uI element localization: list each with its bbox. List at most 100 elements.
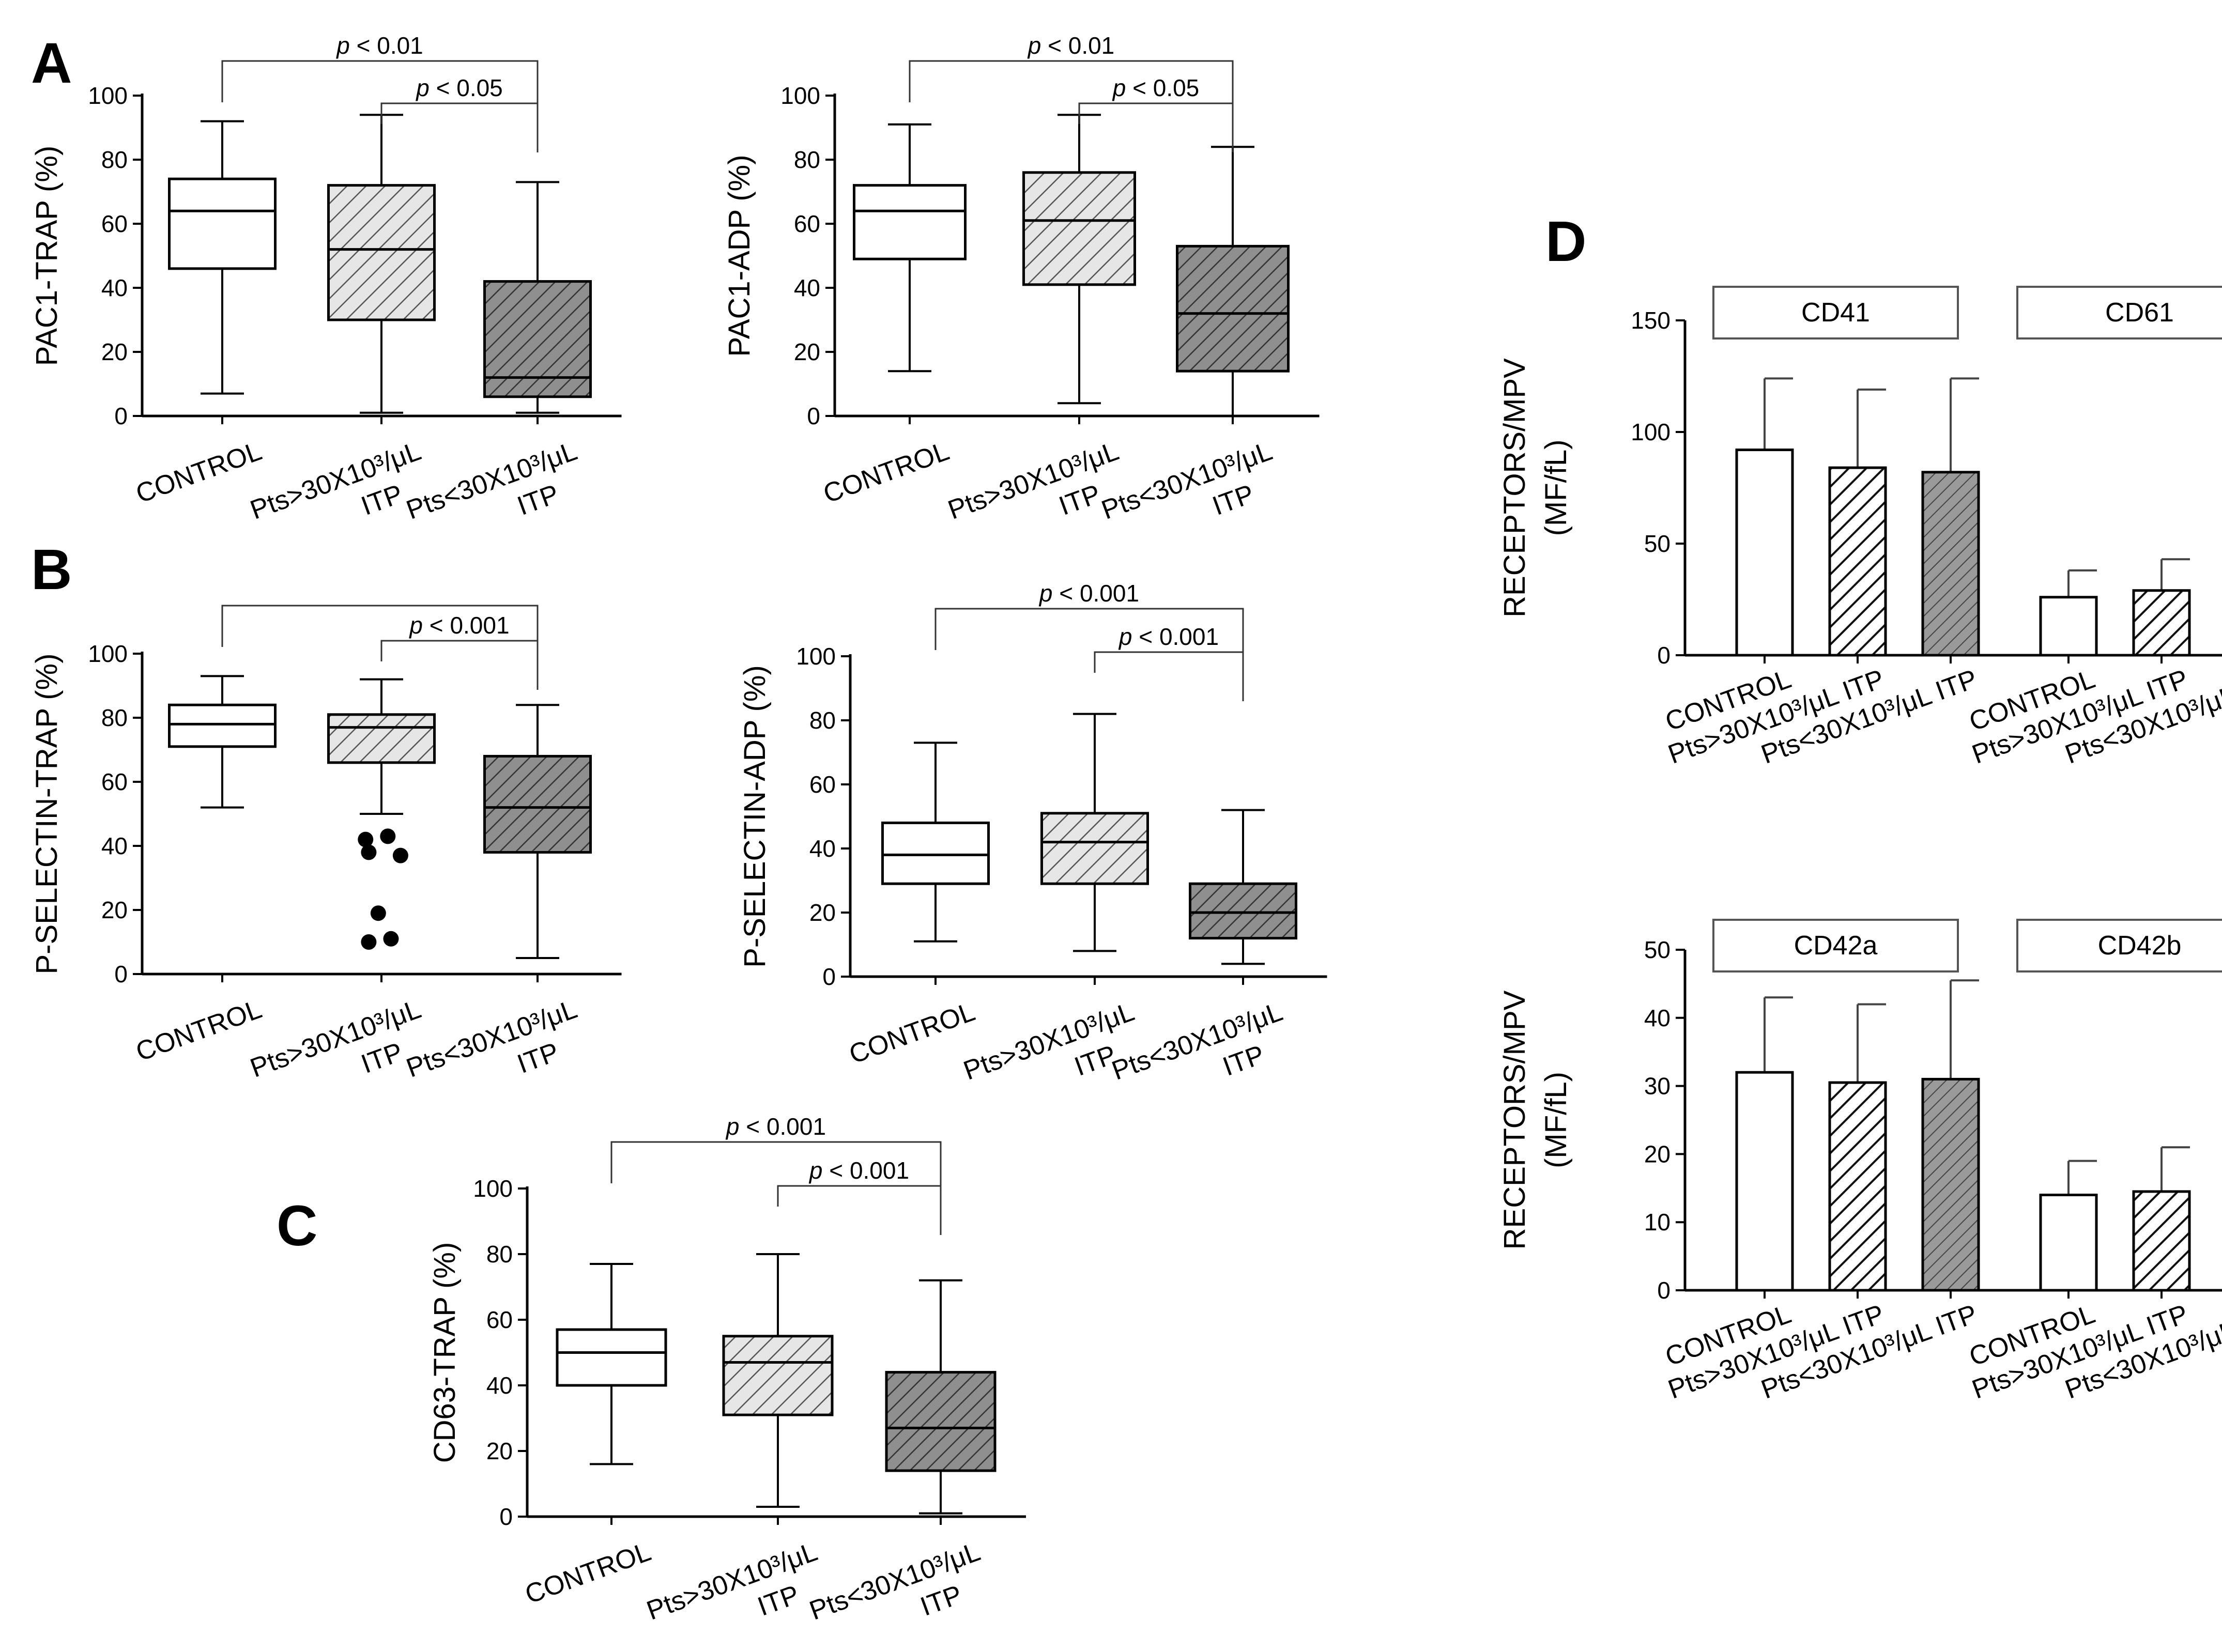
category-label: Pts<30X10³/μL bbox=[1108, 997, 1286, 1086]
box-iqr bbox=[327, 184, 436, 321]
y-tick-label: 20 bbox=[809, 899, 836, 926]
significance-bracket bbox=[909, 60, 1234, 138]
y-tick-label: 60 bbox=[809, 771, 836, 798]
y-tick-label: 100 bbox=[88, 82, 128, 109]
panel-label: D bbox=[1545, 210, 1586, 273]
box-iqr bbox=[722, 1335, 834, 1416]
category-label: Pts>30X10³/μL bbox=[247, 436, 425, 526]
p-value: < 0.05 bbox=[1126, 74, 1199, 101]
box-iqr bbox=[1176, 244, 1290, 373]
significance-bracket bbox=[380, 640, 539, 690]
category-label: CONTROL bbox=[132, 436, 266, 509]
category-label: Pts>30X10³/μL bbox=[247, 994, 425, 1084]
y-axis-label: P-SELECTIN-TRAP (%) bbox=[30, 654, 64, 975]
box-iqr bbox=[327, 713, 436, 764]
y-tick-label: 0 bbox=[114, 961, 128, 987]
box-iqr bbox=[1040, 812, 1149, 885]
y-tick-label: 40 bbox=[794, 274, 820, 301]
category-label: CONTROL bbox=[845, 997, 979, 1070]
y-tick-label: 0 bbox=[114, 403, 128, 429]
significance-label: p < 0.001 bbox=[725, 1113, 826, 1140]
y-axis-label: CD63-TRAP (%) bbox=[428, 1242, 462, 1463]
significance-label: p < 0.001 bbox=[408, 612, 509, 639]
y-tick-label: 100 bbox=[796, 643, 836, 670]
y-tick-label: 100 bbox=[1631, 419, 1671, 445]
group-label: CD42a bbox=[1794, 931, 1878, 961]
y-axis-label: PAC1-TRAP (%) bbox=[30, 146, 64, 366]
significance-label: p < 0.05 bbox=[1112, 74, 1200, 101]
panel-label: C bbox=[277, 1194, 317, 1258]
chart-pac1-trap: A PAC1-TRAP (%) 0 20 40 60 80 100 CONTROLPts>30X… bbox=[30, 32, 622, 526]
p-symbol: p bbox=[725, 1113, 740, 1140]
y-tick-label: 20 bbox=[101, 897, 128, 923]
panel-label: B bbox=[31, 538, 72, 601]
p-symbol: p bbox=[1038, 580, 1053, 607]
significance-bracket bbox=[380, 102, 539, 152]
outlier-point bbox=[383, 931, 399, 947]
p-value: < 0.01 bbox=[1041, 32, 1114, 59]
p-value: < 0.001 bbox=[740, 1113, 826, 1140]
outlier-point bbox=[392, 847, 408, 863]
y-tick-label: 60 bbox=[101, 768, 128, 795]
significance-label: p < 0.05 bbox=[415, 74, 503, 101]
box-iqr bbox=[1022, 171, 1136, 286]
p-value: < 0.001 bbox=[423, 612, 510, 639]
p-value: < 0.001 bbox=[1132, 623, 1219, 650]
significance-bracket bbox=[1078, 102, 1234, 152]
outlier-point bbox=[370, 905, 386, 921]
significance-bracket bbox=[1094, 651, 1244, 701]
y-tick-label: 40 bbox=[101, 274, 128, 301]
bar bbox=[1735, 1071, 1794, 1292]
outlier-point bbox=[358, 831, 374, 847]
y-tick-label: 150 bbox=[1631, 307, 1671, 334]
significance-bracket bbox=[610, 1141, 942, 1219]
category-label: Pts<30X10³/μL bbox=[403, 436, 581, 526]
y-axis-label-units: (MF/fL) bbox=[1539, 1072, 1573, 1168]
y-tick-label: 0 bbox=[1657, 642, 1671, 669]
y-tick-label: 80 bbox=[809, 707, 836, 734]
y-tick-label: 10 bbox=[1644, 1209, 1671, 1236]
significance-bracket bbox=[934, 608, 1244, 686]
y-tick-label: 60 bbox=[486, 1306, 513, 1333]
group-label-box bbox=[1712, 286, 1959, 339]
box-iqr bbox=[483, 280, 592, 398]
y-tick-label: 50 bbox=[1644, 530, 1671, 557]
y-tick-label: 60 bbox=[101, 210, 128, 237]
significance-label: p < 0.01 bbox=[1027, 32, 1115, 59]
y-tick-label: 0 bbox=[807, 403, 820, 429]
y-tick-label: 0 bbox=[1657, 1277, 1671, 1304]
y-tick-label: 20 bbox=[101, 338, 128, 365]
y-tick-label: 20 bbox=[794, 338, 820, 365]
category-label: Pts>30X10³/μL bbox=[944, 436, 1123, 526]
p-symbol: p bbox=[1118, 623, 1132, 650]
outlier-point bbox=[361, 934, 377, 950]
category-label: Pts<30X10³/μL bbox=[403, 994, 581, 1084]
bar bbox=[1828, 1081, 1887, 1292]
y-tick-label: 0 bbox=[499, 1503, 513, 1530]
y-axis-label: P-SELECTIN-ADP (%) bbox=[738, 665, 772, 967]
chart-p-selectin-trap: BP-SELECTIN-TRAP (%) 020406080100CONTROLP… bbox=[30, 538, 622, 1084]
p-value: < 0.05 bbox=[430, 74, 503, 101]
significance-label: p < 0.01 bbox=[335, 32, 423, 59]
y-tick-label: 100 bbox=[473, 1175, 513, 1202]
outlier-point bbox=[361, 844, 377, 860]
p-value: < 0.001 bbox=[823, 1157, 910, 1184]
y-axis-label: RECEPTORS/MPV bbox=[1498, 990, 1531, 1249]
bar bbox=[1735, 449, 1794, 657]
category-label: Pts>30X10³/μL bbox=[643, 1537, 821, 1626]
y-tick-label: 80 bbox=[486, 1241, 513, 1268]
significance-label: p < 0.001 bbox=[1118, 623, 1219, 650]
y-tick-label: 40 bbox=[101, 832, 128, 859]
box-iqr bbox=[483, 754, 592, 854]
y-tick-label: 0 bbox=[822, 963, 836, 990]
y-tick-label: 80 bbox=[101, 704, 128, 731]
chart-p-selectin-adp: P-SELECTIN-ADP (%)020406080100CONTROLPts… bbox=[738, 580, 1327, 1086]
outlier-point bbox=[380, 828, 396, 844]
box-iqr bbox=[881, 821, 990, 885]
y-axis-label: RECEPTORS/MPV bbox=[1498, 358, 1531, 617]
category-label: CONTROL bbox=[132, 994, 266, 1067]
bar bbox=[2132, 589, 2191, 657]
